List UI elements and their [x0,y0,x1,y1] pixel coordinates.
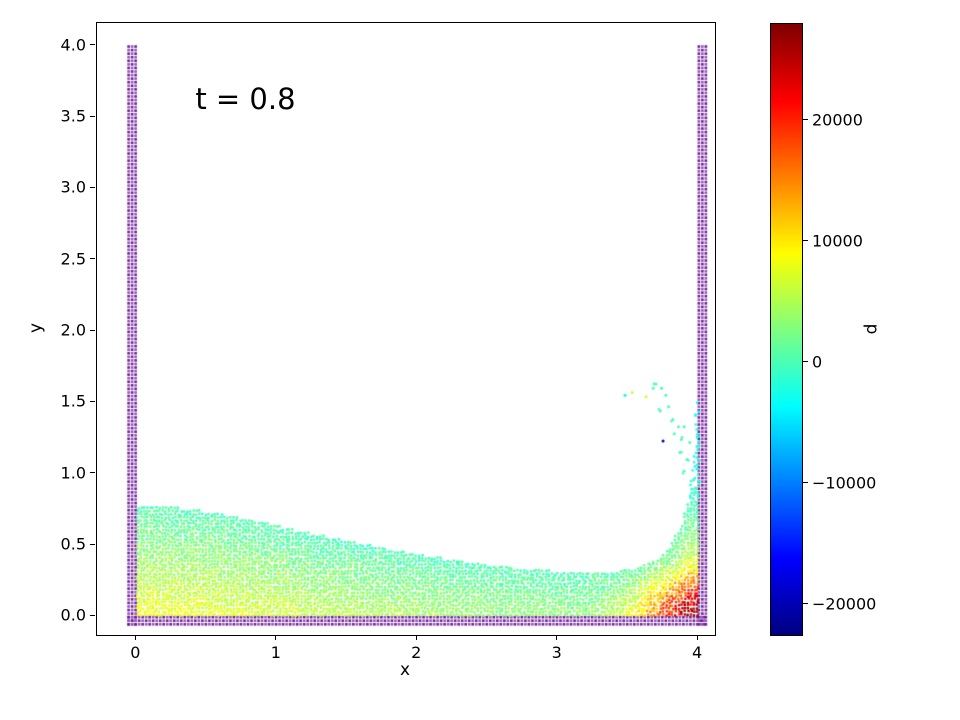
x-tick-mark [415,635,417,640]
x-tick-mark [275,635,277,640]
x-tick-label: 2 [411,643,422,662]
y-tick-label: 4.0 [60,35,86,55]
y-tick-label: 3.5 [60,106,86,126]
x-tick-label: 4 [692,643,703,662]
y-tick-label: 3.0 [60,177,86,197]
x-tick-label: 1 [270,643,281,662]
colorbar-tick-mark [803,119,808,121]
y-tick-label: 1.0 [60,463,86,483]
plot-area: t = 0.8 [96,22,716,636]
x-axis-label: x [399,660,411,680]
y-tick-mark [90,329,95,331]
y-tick-mark [90,115,95,117]
colorbar-tick-label: −10000 [812,473,877,493]
particle-scatter-canvas [97,23,715,635]
colorbar-tick-mark [803,361,808,363]
colorbar-tick-label: 10000 [812,231,863,251]
y-tick-mark [90,400,95,403]
y-tick-label: 0.0 [60,605,86,625]
x-tick-mark [134,635,136,640]
colorbar [770,23,803,636]
y-tick-mark [90,472,95,474]
colorbar-tick-label: 0 [812,352,823,372]
y-tick-mark [90,614,95,617]
colorbar-tick-label: −20000 [812,594,877,614]
y-axis-label: y [26,322,46,334]
colorbar-tick-mark [803,240,808,242]
colorbar-tick-label: 20000 [812,110,863,130]
x-tick-mark [696,635,698,640]
y-tick-label: 2.0 [60,320,86,340]
x-tick-label: 0 [130,643,141,662]
y-tick-label: 1.5 [60,391,86,411]
colorbar-tick-mark [803,603,808,605]
colorbar-tick-mark [803,482,808,484]
y-tick-mark [90,258,95,260]
y-tick-mark [90,186,95,189]
y-tick-label: 2.5 [60,249,86,269]
x-tick-label: 3 [551,643,562,662]
y-tick-mark [90,44,95,46]
y-tick-label: 0.5 [60,534,86,554]
x-tick-mark [556,635,558,640]
time-annotation: t = 0.8 [195,82,296,117]
colorbar-label: p [862,323,882,335]
colorbar-gradient-canvas [771,24,802,635]
y-tick-mark [90,543,95,545]
